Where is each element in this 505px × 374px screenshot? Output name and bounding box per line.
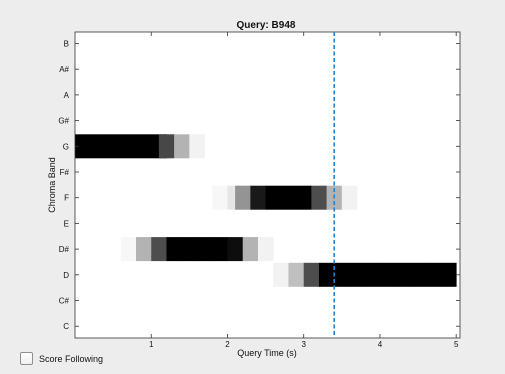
heatmap-cell-d <box>318 262 335 287</box>
heatmap-cell-d <box>410 262 427 287</box>
heatmap-cell-dsharp <box>151 237 167 262</box>
x-tick-label: 1 <box>149 340 154 349</box>
heatmap-cell-g <box>158 134 175 159</box>
heatmap-cell-dsharp <box>257 237 274 262</box>
heatmap-cell-g <box>105 134 122 159</box>
heatmap-cell-dsharp <box>166 237 183 262</box>
heatmap-cells <box>75 134 457 287</box>
heatmap-cell-g <box>90 134 106 159</box>
heatmap-cell-d <box>440 262 457 287</box>
heatmap-cell-g <box>189 134 206 159</box>
heatmap-cell-dsharp <box>135 237 152 262</box>
heatmap-cell-dsharp <box>212 237 228 262</box>
y-tick-label: F <box>64 194 69 203</box>
y-tick-label: G# <box>58 117 69 126</box>
heatmap-cell-dsharp <box>181 237 198 262</box>
heatmap-cell-dsharp <box>196 237 213 262</box>
x-axis-label: Query Time (s) <box>237 348 297 358</box>
plot-area <box>75 32 460 338</box>
heatmap-cell-f <box>311 185 327 210</box>
heatmap-cell-f <box>280 185 297 210</box>
y-axis: C C# D D# E F F# G G# A A# B <box>58 40 460 331</box>
heatmap-cell-g <box>75 134 91 159</box>
heatmap-cell-f <box>265 185 282 210</box>
heatmap-cell-f <box>250 185 266 210</box>
score-following-label: Score Following <box>39 353 104 364</box>
x-axis: 1 2 3 4 5 <box>149 32 459 349</box>
heatmap-cell-d <box>425 262 442 287</box>
heatmap-cell-dsharp <box>242 237 259 262</box>
y-axis-label: Chroma Band <box>47 157 57 213</box>
y-tick-label: B <box>64 40 69 49</box>
y-tick-label: D# <box>59 245 70 254</box>
heatmap-cell-d <box>364 262 381 287</box>
y-tick-label: A# <box>59 65 69 74</box>
x-tick-label: 3 <box>301 340 306 349</box>
heatmap-cell-dsharp <box>120 237 137 262</box>
plot-frame <box>74 31 461 339</box>
heatmap-cell-g <box>135 134 152 159</box>
x-tick-label: 5 <box>454 340 459 349</box>
heatmap-cell-f <box>296 185 312 210</box>
heatmap-cell-f <box>341 185 358 210</box>
score-following-control[interactable]: Score Following <box>20 352 103 365</box>
chart-title: Query: B948 <box>237 20 296 31</box>
heatmap-cell-d <box>303 262 320 287</box>
y-tick-label: A <box>64 91 70 100</box>
heatmap-cell-d <box>273 262 289 287</box>
y-tick-label: E <box>64 219 69 228</box>
y-tick-label: D <box>63 271 69 280</box>
heatmap-cell-f <box>235 185 251 210</box>
heatmap-cell-d <box>334 262 350 287</box>
heatmap-cell-dsharp <box>227 237 244 262</box>
y-tick-label: F# <box>60 168 70 177</box>
heatmap-cell-d <box>395 262 411 287</box>
y-tick-label: G <box>63 142 69 151</box>
heatmap-cell-f <box>212 185 228 210</box>
heatmap-cell-d <box>288 262 305 287</box>
score-following-checkbox[interactable] <box>20 352 33 365</box>
heatmap-cell-d <box>379 262 396 287</box>
heatmap-cell-g <box>174 134 190 159</box>
y-tick-label: C <box>63 322 69 331</box>
y-tick-label: C# <box>59 297 70 306</box>
heatmap-cell-d <box>349 262 366 287</box>
x-tick-label: 4 <box>378 340 383 349</box>
heatmap-cell-g <box>120 134 137 159</box>
x-tick-label: 2 <box>225 340 230 349</box>
